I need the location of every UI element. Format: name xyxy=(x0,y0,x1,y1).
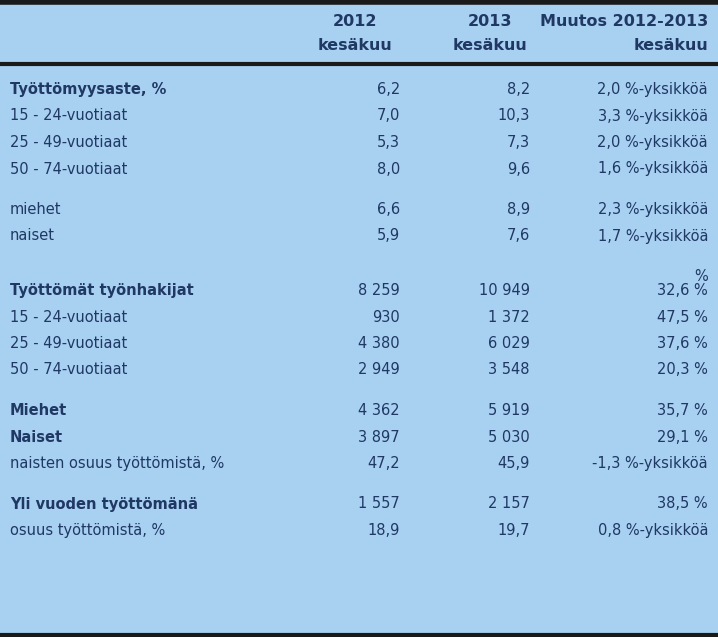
Text: 5,9: 5,9 xyxy=(377,229,400,243)
Text: 25 - 49-vuotiaat: 25 - 49-vuotiaat xyxy=(10,135,127,150)
Text: kesäkuu: kesäkuu xyxy=(452,38,528,54)
Text: 2 949: 2 949 xyxy=(358,362,400,378)
Text: 5 919: 5 919 xyxy=(488,403,530,418)
Text: 1 557: 1 557 xyxy=(358,496,400,512)
Text: 3 548: 3 548 xyxy=(488,362,530,378)
Text: 20,3 %: 20,3 % xyxy=(657,362,708,378)
Text: Työttömyysaste, %: Työttömyysaste, % xyxy=(10,82,167,97)
Text: 15 - 24-vuotiaat: 15 - 24-vuotiaat xyxy=(10,108,127,124)
Text: 10,3: 10,3 xyxy=(498,108,530,124)
Text: 2,3 %-yksikköä: 2,3 %-yksikköä xyxy=(597,202,708,217)
Text: 8 259: 8 259 xyxy=(358,283,400,298)
Text: 37,6 %: 37,6 % xyxy=(657,336,708,351)
Text: 6 029: 6 029 xyxy=(488,336,530,351)
Text: 3,3 %-yksikköä: 3,3 %-yksikköä xyxy=(598,108,708,124)
Text: %: % xyxy=(694,269,708,284)
Text: 47,5 %: 47,5 % xyxy=(657,310,708,324)
Text: 5 030: 5 030 xyxy=(488,429,530,445)
Text: naisten osuus työttömistä, %: naisten osuus työttömistä, % xyxy=(10,456,224,471)
Text: 10 949: 10 949 xyxy=(479,283,530,298)
Text: 32,6 %: 32,6 % xyxy=(657,283,708,298)
Text: 4 362: 4 362 xyxy=(358,403,400,418)
Text: 6,6: 6,6 xyxy=(377,202,400,217)
Text: 9,6: 9,6 xyxy=(507,162,530,176)
Text: 50 - 74-vuotiaat: 50 - 74-vuotiaat xyxy=(10,162,127,176)
Text: Miehet: Miehet xyxy=(10,403,67,418)
Text: 2 157: 2 157 xyxy=(488,496,530,512)
Text: 6,2: 6,2 xyxy=(377,82,400,97)
Text: 8,0: 8,0 xyxy=(377,162,400,176)
Text: 8,9: 8,9 xyxy=(507,202,530,217)
Text: 7,6: 7,6 xyxy=(507,229,530,243)
Text: 0,8 %-yksikköä: 0,8 %-yksikköä xyxy=(597,523,708,538)
Text: kesäkuu: kesäkuu xyxy=(317,38,392,54)
Text: 35,7 %: 35,7 % xyxy=(657,403,708,418)
Text: 2012: 2012 xyxy=(332,15,377,29)
Text: 18,9: 18,9 xyxy=(368,523,400,538)
Text: 15 - 24-vuotiaat: 15 - 24-vuotiaat xyxy=(10,310,127,324)
Text: 4 380: 4 380 xyxy=(358,336,400,351)
Text: 5,3: 5,3 xyxy=(377,135,400,150)
Text: -1,3 %-yksikköä: -1,3 %-yksikköä xyxy=(592,456,708,471)
Text: Naiset: Naiset xyxy=(10,429,63,445)
Text: 1 372: 1 372 xyxy=(488,310,530,324)
Text: 2,0 %-yksikköä: 2,0 %-yksikköä xyxy=(597,135,708,150)
Text: 8,2: 8,2 xyxy=(507,82,530,97)
Text: Työttömät työnhakijat: Työttömät työnhakijat xyxy=(10,283,194,298)
Text: 7,3: 7,3 xyxy=(507,135,530,150)
Text: kesäkuu: kesäkuu xyxy=(633,38,708,54)
Text: 29,1 %: 29,1 % xyxy=(657,429,708,445)
Text: 1,6 %-yksikköä: 1,6 %-yksikköä xyxy=(597,162,708,176)
Text: 7,0: 7,0 xyxy=(377,108,400,124)
Text: 3 897: 3 897 xyxy=(358,429,400,445)
Text: 2013: 2013 xyxy=(467,15,512,29)
Text: 50 - 74-vuotiaat: 50 - 74-vuotiaat xyxy=(10,362,127,378)
Text: 45,9: 45,9 xyxy=(498,456,530,471)
Text: 930: 930 xyxy=(372,310,400,324)
Text: Muutos 2012-2013: Muutos 2012-2013 xyxy=(540,15,708,29)
Text: 1,7 %-yksikköä: 1,7 %-yksikköä xyxy=(597,229,708,243)
Text: 38,5 %: 38,5 % xyxy=(658,496,708,512)
Text: naiset: naiset xyxy=(10,229,55,243)
Text: miehet: miehet xyxy=(10,202,62,217)
Text: 19,7: 19,7 xyxy=(498,523,530,538)
Text: 25 - 49-vuotiaat: 25 - 49-vuotiaat xyxy=(10,336,127,351)
Text: osuus työttömistä, %: osuus työttömistä, % xyxy=(10,523,165,538)
Text: Yli vuoden työttömänä: Yli vuoden työttömänä xyxy=(10,496,198,512)
Text: 47,2: 47,2 xyxy=(368,456,400,471)
Text: 2,0 %-yksikköä: 2,0 %-yksikköä xyxy=(597,82,708,97)
